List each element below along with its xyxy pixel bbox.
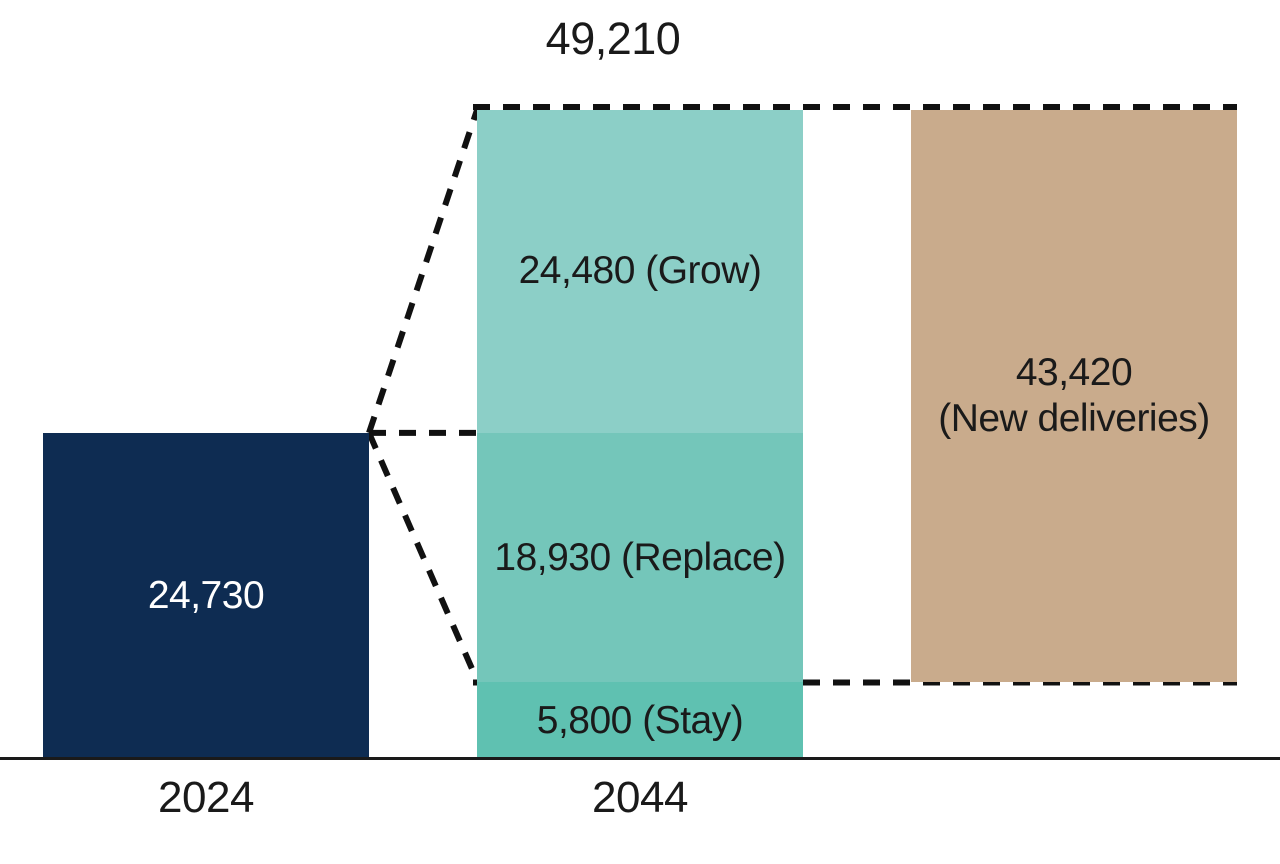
segment-grow-value-label: 24,480 (Grow) [518,249,762,293]
new-deliveries-value-label: 43,420 (New deliveries) [938,350,1210,442]
x-axis-line [0,757,1280,760]
segment-stay: 5,800 (Stay) [477,682,803,759]
segment-replace: 18,930 (Replace) [477,432,803,683]
bar-2024-value-label: 24,730 [147,573,265,617]
bar-2024: 24,730 [43,432,369,759]
x-tick-2024: 2024 [158,773,254,822]
segment-grow: 24,480 (Grow) [477,110,803,433]
segment-replace-value-label: 18,930 (Replace) [494,535,786,579]
total-2044-value-label: 49,210 [545,13,681,64]
segment-stay-value-label: 5,800 (Stay) [536,698,744,742]
bar-2044-stack: 24,480 (Grow) 18,930 (Replace) 5,800 (St… [477,110,803,759]
new-deliveries-caption: (New deliveries) [938,397,1210,441]
new-deliveries-value: 43,420 [1015,351,1133,395]
x-tick-2044: 2044 [592,773,688,822]
bar-new-deliveries: 43,420 (New deliveries) [911,109,1237,683]
